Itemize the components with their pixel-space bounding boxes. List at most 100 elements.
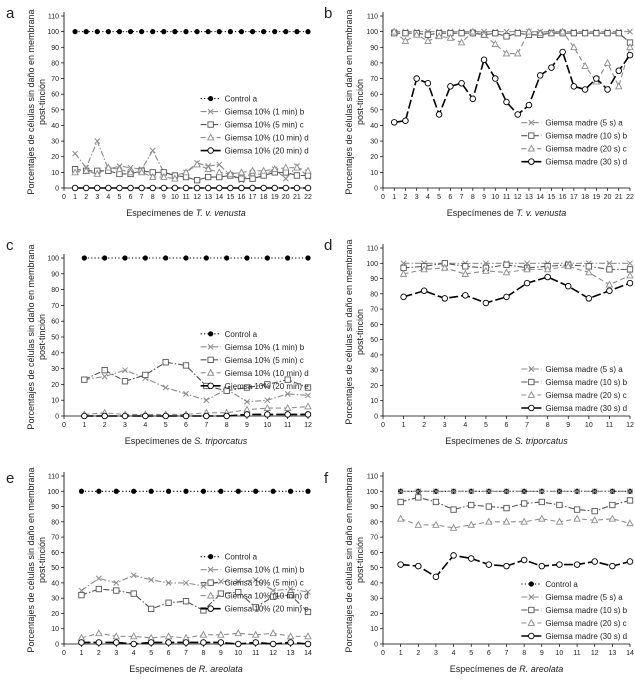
y-tick-label: 50 — [51, 565, 59, 572]
data-point-x — [203, 397, 210, 404]
data-point-x — [606, 260, 613, 267]
x-axis-label-species: R. areolata — [519, 664, 563, 674]
data-point-circle — [252, 639, 259, 646]
data-point-triangle — [237, 168, 246, 176]
data-point-square — [432, 498, 440, 506]
data-point-circle — [424, 79, 432, 87]
data-point-dot — [78, 488, 85, 494]
data-point-square — [626, 266, 634, 273]
data-point-circle — [573, 561, 581, 568]
data-point-circle — [482, 299, 490, 307]
data-point-x — [503, 488, 510, 495]
data-point-circle — [207, 382, 214, 390]
data-point-triangle — [626, 519, 634, 527]
data-point-triangle — [520, 517, 528, 525]
data-point-dot — [235, 488, 241, 494]
data-point-triangle — [95, 629, 103, 637]
data-point-circle — [528, 632, 535, 640]
data-point-square — [264, 381, 271, 388]
data-point-triangle — [435, 32, 443, 40]
data-point-square — [591, 507, 598, 515]
data-point-circle — [165, 639, 172, 646]
data-point-circle — [138, 184, 145, 192]
x-tick-label: 17 — [249, 194, 257, 201]
data-point-circle — [149, 184, 156, 192]
series-square — [71, 166, 312, 184]
data-point-dot — [264, 255, 270, 261]
y-tick-label: 50 — [370, 565, 378, 572]
x-axis-label-prefix: Especímenes de — [450, 664, 520, 674]
data-point-circle — [171, 184, 179, 192]
data-point-square — [424, 31, 432, 38]
series-circle — [81, 411, 312, 420]
x-tick-label: 4 — [106, 194, 110, 201]
y-axis-label: Porcentajes de células sin daño en membr… — [26, 244, 47, 429]
data-point-square — [593, 30, 600, 37]
data-point-x — [287, 586, 294, 592]
x-axis-label: Especímenes de T. v. venusta — [126, 208, 246, 218]
series-square — [78, 585, 312, 616]
y-axis-label: Porcentajes de células sin daño en membr… — [344, 467, 365, 652]
data-point-square — [113, 587, 120, 594]
data-point-triangle — [527, 390, 536, 398]
series-line — [400, 518, 631, 529]
x-tick-label: 1 — [82, 422, 86, 429]
data-point-triangle — [446, 33, 455, 41]
data-point-triangle — [585, 268, 593, 276]
y-tick-label: 0 — [374, 186, 378, 193]
data-point-square — [142, 371, 149, 379]
data-point-triangle — [461, 269, 470, 277]
series-triangle — [396, 514, 634, 531]
x-tick-label: 5 — [149, 650, 153, 657]
data-point-triangle — [457, 38, 466, 46]
data-point-square — [503, 504, 510, 512]
data-point-circle — [609, 562, 616, 570]
y-axis-label: Porcentajes de células sin daño en membr… — [26, 467, 47, 652]
y-tick-label: 10 — [51, 170, 59, 177]
data-point-circle — [593, 75, 600, 82]
data-point-circle — [182, 412, 190, 420]
data-point-dot — [183, 29, 189, 35]
data-point-circle — [95, 639, 103, 646]
x-tick-label: 21 — [615, 194, 623, 201]
data-point-circle — [147, 639, 155, 646]
data-point-triangle — [160, 172, 168, 180]
legend-entry: Giemsa 10% (10 min) d — [225, 134, 309, 143]
data-point-circle — [397, 561, 404, 568]
data-point-square — [95, 585, 103, 593]
data-point-triangle — [304, 632, 312, 640]
legend-entry: Control a — [225, 330, 258, 339]
data-point-circle — [160, 184, 168, 192]
data-point-x — [183, 390, 189, 397]
x-tick-label: 9 — [540, 650, 544, 657]
y-tick-label: 70 — [370, 76, 378, 83]
data-point-triangle — [199, 630, 208, 638]
legend-entry: Giemsa madre (5 s) a — [545, 119, 623, 128]
y-tick-label: 100 — [366, 261, 378, 268]
data-point-x — [485, 488, 492, 495]
data-point-triangle — [523, 265, 531, 273]
data-point-square — [207, 356, 214, 363]
data-point-square — [606, 266, 613, 273]
data-point-x — [397, 488, 404, 495]
data-point-dot — [200, 488, 207, 494]
data-point-triangle — [104, 163, 113, 171]
y-tick-label: 30 — [51, 366, 59, 373]
legend-entry: Giemsa madre (30 s) d — [545, 404, 627, 413]
data-point-dot — [172, 29, 178, 35]
data-point-circle — [469, 95, 477, 103]
x-tick-label: 6 — [448, 194, 452, 201]
data-point-dot — [305, 255, 311, 261]
data-point-dot — [194, 29, 200, 35]
data-point-x — [538, 488, 545, 495]
data-point-dot — [305, 488, 311, 494]
data-point-triangle — [513, 49, 522, 57]
data-point-circle — [94, 184, 101, 192]
y-axis-label-line: post-tinción — [37, 79, 47, 125]
x-tick-label: 2 — [97, 650, 101, 657]
data-point-circle — [82, 184, 90, 192]
series-triangle — [77, 629, 312, 641]
series-x — [72, 138, 311, 184]
data-point-dot — [81, 255, 87, 261]
x-tick-label: 15 — [548, 194, 556, 201]
